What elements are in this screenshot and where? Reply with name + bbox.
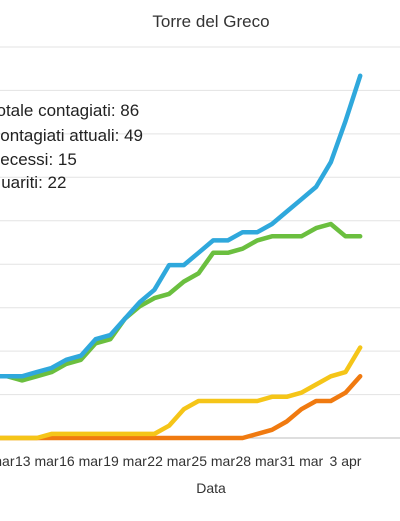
- x-tick-label: 28 mar: [236, 453, 280, 469]
- grid-lines: [0, 46, 400, 439]
- x-axis-label: Data: [196, 480, 226, 496]
- series-line-guariti: [0, 345, 363, 441]
- series-line-contagiati-attuali: [0, 221, 363, 383]
- chart-title: Torre del Greco: [152, 12, 269, 31]
- series-lines: [0, 73, 363, 441]
- legend-item: Guariti: 22: [0, 173, 66, 192]
- x-tick-label: 31 mar: [280, 453, 324, 469]
- legend-item: Contagiati attuali: 49: [0, 126, 143, 145]
- x-tick-label: 22 mar: [147, 453, 191, 469]
- legend-item: Totale contagiati: 86: [0, 101, 139, 120]
- x-tick-label: 25 mar: [191, 453, 235, 469]
- series-line-totale-contagiati: [0, 73, 363, 379]
- series-line-decessi: [0, 374, 363, 441]
- legend: Totale contagiati: 86 Contagiati attuali:…: [0, 101, 143, 192]
- x-tick-label: 16 mar: [59, 453, 103, 469]
- legend-item: Decessi: 15: [0, 150, 77, 169]
- x-tick-label: 13 mar: [15, 453, 59, 469]
- x-tick-label: 3 apr: [330, 453, 362, 469]
- x-tick-label: 10 mar: [0, 453, 15, 469]
- x-tick-label: 19 mar: [103, 453, 147, 469]
